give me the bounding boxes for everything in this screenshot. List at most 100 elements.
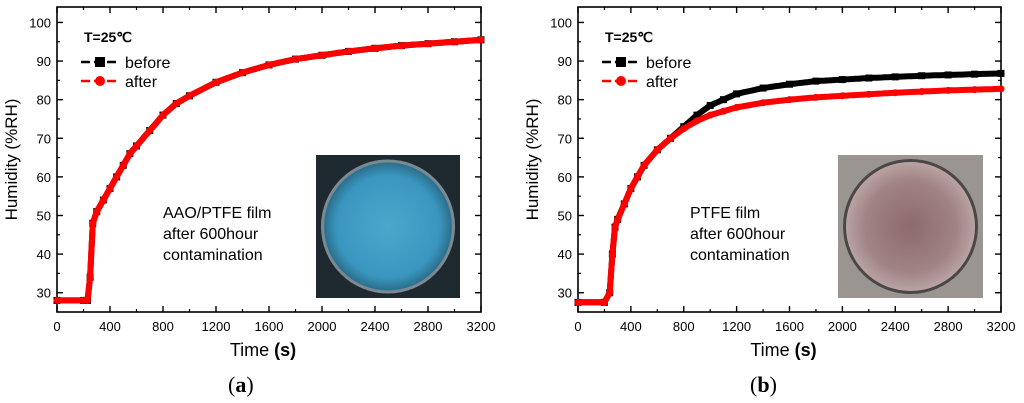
point-before: [997, 69, 1005, 77]
annotation-line: PTFE film: [690, 205, 760, 222]
y-tick-label: 90: [37, 54, 51, 69]
x-axis-title: Time (s): [750, 340, 816, 360]
x-tick-label: 2000: [828, 319, 857, 334]
annotation-line: AAO/PTFE film: [163, 205, 271, 222]
point-after: [89, 219, 97, 227]
point-after: [83, 296, 91, 304]
y-tick-label: 100: [550, 15, 572, 30]
point-after: [424, 40, 432, 48]
x-tick-label: 2800: [934, 319, 963, 334]
y-tick-label: 50: [558, 208, 572, 223]
x-tick-label: 2400: [881, 319, 910, 334]
y-tick-label: 90: [558, 54, 572, 69]
x-tick-label: 2800: [414, 319, 443, 334]
y-tick-label: 80: [37, 93, 51, 108]
point-after: [891, 89, 899, 97]
point-after: [733, 103, 741, 111]
point-after: [786, 96, 793, 104]
point-after: [608, 250, 616, 258]
point-after: [600, 298, 608, 306]
point-after: [997, 85, 1005, 93]
point-after: [106, 184, 114, 192]
x-axis-title: Time (s): [230, 340, 296, 360]
y-tick-label: 100: [29, 15, 51, 30]
x-tick-label: 1600: [775, 319, 804, 334]
x-tick-label: 3200: [467, 319, 496, 334]
point-before: [918, 72, 926, 80]
annotation-line: contamination: [163, 247, 263, 264]
point-after: [345, 47, 352, 55]
photo-membrane: [846, 162, 975, 291]
point-before: [944, 71, 952, 79]
panel-label-a: (a): [228, 372, 254, 397]
point-after: [398, 42, 405, 50]
point-after: [186, 92, 193, 100]
legend-label-after: after: [125, 74, 158, 91]
annotation-line: contamination: [690, 247, 790, 264]
point-before: [891, 73, 899, 81]
point-after: [239, 69, 246, 77]
point-after: [133, 142, 140, 150]
chart-a: 0 400 800 1200 1600 2000 2400 2800 3200 30 40 50 60 7…: [2, 6, 496, 360]
point-after: [477, 36, 485, 44]
legend-marker-after: [616, 76, 626, 86]
point-before: [733, 90, 741, 98]
y-tick-label: 30: [558, 286, 572, 301]
temperature-label: T=25℃: [84, 29, 132, 45]
y-tick-label: 50: [37, 208, 51, 223]
point-after: [640, 161, 648, 169]
x-tick-label: 2400: [361, 319, 390, 334]
point-after: [113, 173, 121, 181]
x-tick-label: 0: [574, 319, 581, 334]
x-tick-label: 400: [99, 319, 121, 334]
point-before: [719, 96, 727, 104]
point-after: [611, 223, 619, 231]
point-after: [126, 150, 134, 158]
point-after: [212, 78, 220, 86]
point-after: [918, 88, 926, 96]
y-tick-label: 70: [37, 131, 51, 146]
x-tick-label: 1200: [202, 319, 231, 334]
point-after: [971, 86, 979, 94]
point-after: [812, 93, 820, 101]
point-after: [680, 125, 688, 133]
point-before: [706, 101, 714, 109]
x-axis-unit: (s): [795, 340, 817, 360]
point-after: [620, 200, 628, 208]
point-after: [667, 134, 675, 142]
x-tick-label: 400: [620, 319, 642, 334]
x-tick-label: 800: [152, 319, 174, 334]
point-after: [119, 161, 127, 169]
point-after: [719, 107, 727, 115]
point-before: [759, 84, 767, 92]
y-axis-title: Humidity (%RH): [2, 99, 21, 221]
y-tick-label: 60: [37, 170, 51, 185]
y-axis-title: Humidity (%RH): [523, 99, 542, 221]
point-after: [865, 90, 873, 98]
point-after: [706, 111, 714, 119]
temperature-label: T=25℃: [605, 29, 653, 45]
x-axis-unit: (s): [274, 340, 296, 360]
panel-label-b: (b): [750, 372, 777, 397]
point-after: [574, 298, 582, 306]
point-after: [614, 215, 622, 223]
point-after: [318, 51, 326, 59]
point-after: [944, 86, 952, 94]
point-after: [93, 208, 101, 216]
point-after: [371, 44, 379, 52]
photo-membrane: [324, 162, 452, 291]
legend-label-before: before: [125, 55, 170, 72]
point-after: [86, 273, 94, 281]
point-before: [838, 76, 846, 84]
x-tick-label: 0: [53, 319, 60, 334]
legend-marker-before: [616, 57, 626, 67]
point-after: [451, 38, 458, 46]
point-after: [292, 55, 299, 63]
point-before: [865, 74, 873, 82]
point-after: [759, 99, 767, 107]
annotation-line: after 600hour: [690, 226, 786, 243]
point-after: [606, 289, 614, 297]
point-before: [786, 80, 793, 88]
point-after: [627, 184, 635, 192]
